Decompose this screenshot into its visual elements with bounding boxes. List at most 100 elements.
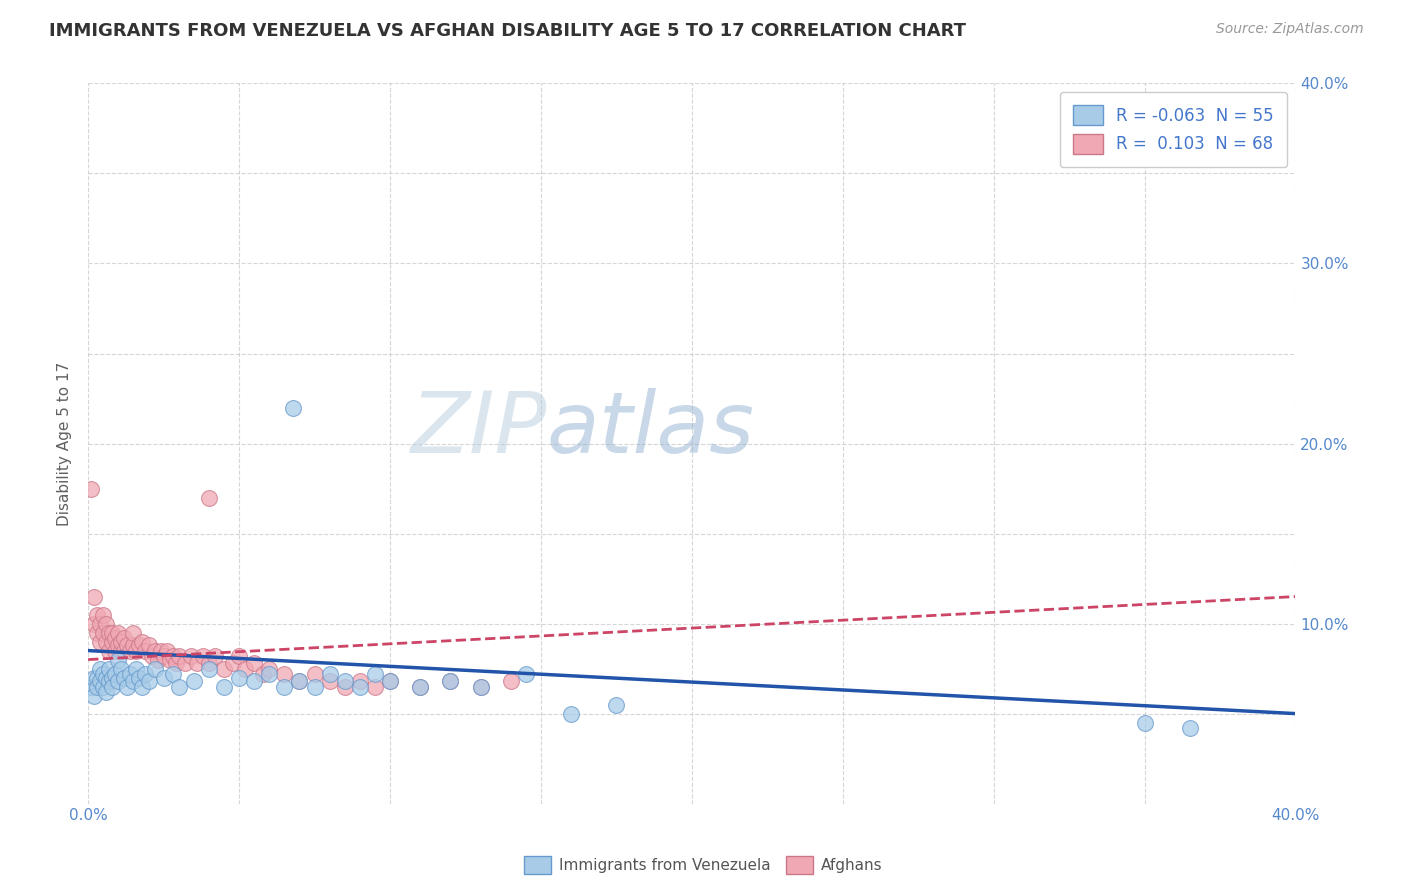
Point xyxy=(1178,721,1201,735)
Point xyxy=(243,674,266,689)
Point xyxy=(96,671,118,685)
Point xyxy=(409,680,432,694)
Point xyxy=(152,671,174,685)
Point xyxy=(98,662,121,676)
Point xyxy=(89,616,111,631)
Point xyxy=(143,662,166,676)
Point xyxy=(91,680,114,694)
Point xyxy=(288,674,311,689)
Point xyxy=(191,648,214,663)
Point xyxy=(198,491,221,505)
Point xyxy=(162,648,184,663)
Point xyxy=(333,680,356,694)
Point xyxy=(560,706,582,721)
Point xyxy=(304,667,326,681)
Point xyxy=(349,680,371,694)
Point xyxy=(156,643,179,657)
Point xyxy=(91,607,114,622)
Point xyxy=(409,680,432,694)
Point xyxy=(107,625,129,640)
Point xyxy=(86,625,108,640)
Point xyxy=(173,656,195,670)
Point xyxy=(204,648,226,663)
Point xyxy=(515,667,537,681)
Point xyxy=(212,680,235,694)
Point xyxy=(257,662,280,676)
Point xyxy=(107,638,129,652)
Point xyxy=(98,625,121,640)
Point xyxy=(89,662,111,676)
Point xyxy=(117,638,139,652)
Point xyxy=(152,648,174,663)
Point xyxy=(186,656,208,670)
Point xyxy=(228,648,250,663)
Point xyxy=(83,671,105,685)
Point xyxy=(101,634,124,648)
Text: IMMIGRANTS FROM VENEZUELA VS AFGHAN DISABILITY AGE 5 TO 17 CORRELATION CHART: IMMIGRANTS FROM VENEZUELA VS AFGHAN DISA… xyxy=(49,22,966,40)
Text: Source: ZipAtlas.com: Source: ZipAtlas.com xyxy=(1216,22,1364,37)
Point xyxy=(180,648,202,663)
Point xyxy=(273,667,295,681)
Point xyxy=(212,662,235,676)
Point xyxy=(162,667,184,681)
Point xyxy=(128,638,150,652)
Point xyxy=(91,667,114,681)
Point xyxy=(83,616,105,631)
Point xyxy=(364,680,387,694)
Point xyxy=(470,680,492,694)
Point xyxy=(378,674,401,689)
Point xyxy=(318,667,340,681)
Point xyxy=(131,634,153,648)
Point xyxy=(112,643,135,657)
Text: atlas: atlas xyxy=(547,388,755,471)
Point xyxy=(117,680,139,694)
Point xyxy=(107,652,129,666)
Point xyxy=(120,667,142,681)
Point xyxy=(104,631,127,645)
Point xyxy=(349,674,371,689)
Point xyxy=(98,674,121,689)
Legend: Immigrants from Venezuela, Afghans: Immigrants from Venezuela, Afghans xyxy=(517,850,889,880)
Point xyxy=(101,680,124,694)
Point xyxy=(605,698,627,712)
Point xyxy=(138,674,160,689)
Point xyxy=(89,634,111,648)
Point xyxy=(252,667,274,681)
Text: ZIP: ZIP xyxy=(411,388,547,471)
Point xyxy=(104,667,127,681)
Point xyxy=(122,625,145,640)
Point xyxy=(125,662,148,676)
Point xyxy=(96,634,118,648)
Point xyxy=(120,643,142,657)
Point xyxy=(128,671,150,685)
Point xyxy=(273,680,295,694)
Point xyxy=(167,680,190,694)
Point xyxy=(110,643,132,657)
Point xyxy=(83,689,105,703)
Point xyxy=(165,656,187,670)
Point xyxy=(333,674,356,689)
Point xyxy=(104,643,127,657)
Point xyxy=(198,662,221,676)
Point xyxy=(439,674,461,689)
Point xyxy=(125,643,148,657)
Point xyxy=(499,674,522,689)
Point xyxy=(304,680,326,694)
Point xyxy=(96,685,118,699)
Point xyxy=(1133,715,1156,730)
Point xyxy=(131,680,153,694)
Point xyxy=(122,674,145,689)
Point xyxy=(378,674,401,689)
Point xyxy=(138,638,160,652)
Point xyxy=(122,638,145,652)
Point xyxy=(101,625,124,640)
Point xyxy=(112,631,135,645)
Point xyxy=(228,671,250,685)
Point xyxy=(83,590,105,604)
Point xyxy=(243,656,266,670)
Point xyxy=(134,667,156,681)
Point xyxy=(134,643,156,657)
Point xyxy=(86,607,108,622)
Point xyxy=(288,674,311,689)
Point xyxy=(159,652,181,666)
